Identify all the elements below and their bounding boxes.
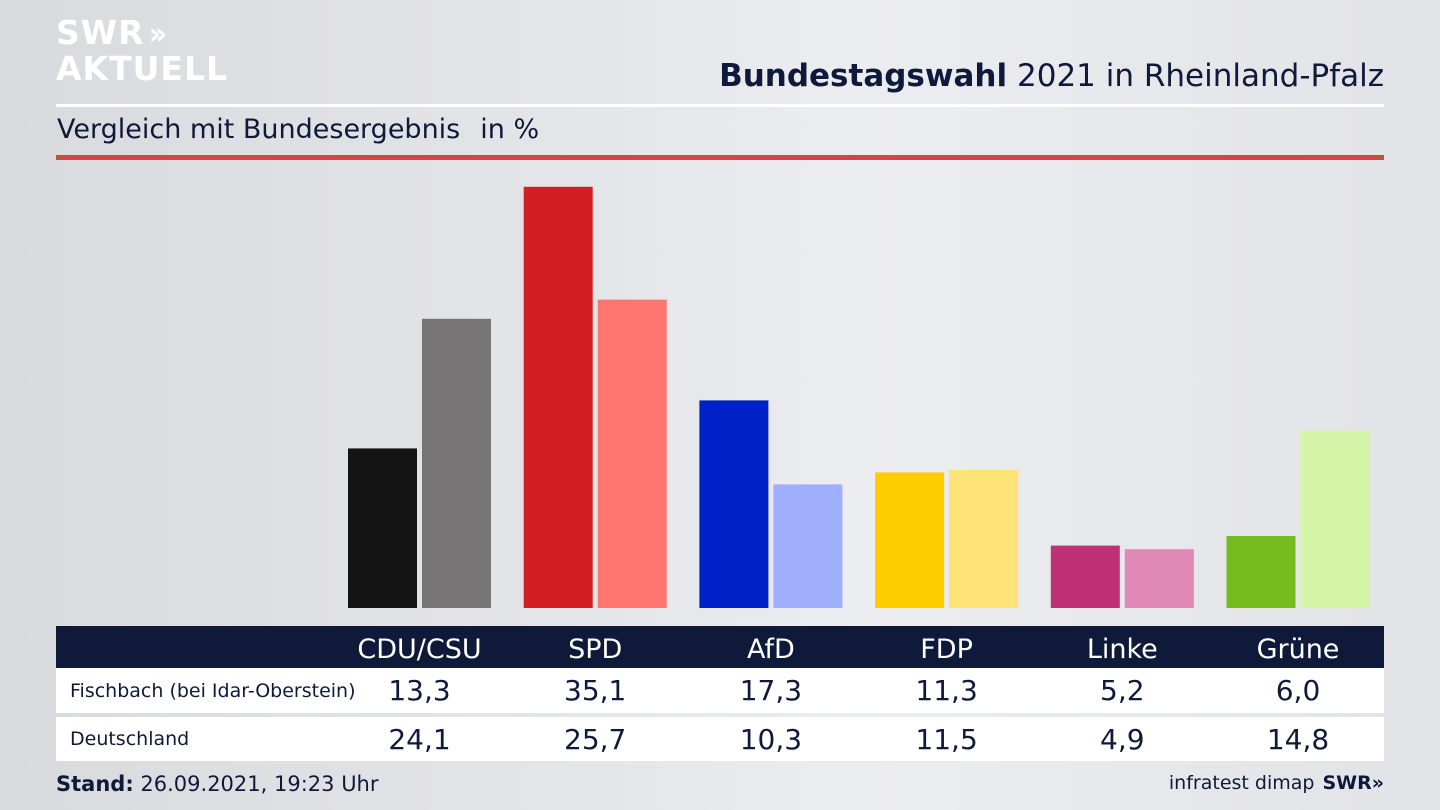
bar-linke-local xyxy=(1050,545,1120,608)
title-divider xyxy=(56,104,1384,107)
results-table: CDU/CSU SPD AfD FDP Linke Grüne Fischbach (be… xyxy=(56,626,1384,761)
table-row: Fischbach (bei Idar-Oberstein) 13,3 35,1 1… xyxy=(56,668,1384,713)
table-cell: 10,3 xyxy=(739,722,803,756)
page-title: Bundestagswahl 2021 in Rheinland-Pfalz xyxy=(719,58,1384,94)
table-cell: 5,2 xyxy=(1100,674,1145,707)
bar-cdu-csu-national xyxy=(422,318,491,608)
table-row: Deutschland 24,1 25,7 10,3 11,5 4,9 14,8 xyxy=(56,717,1384,761)
title-rest: 2021 in Rheinland-Pfalz xyxy=(1017,58,1384,94)
row-label: Fischbach (bei Idar-Oberstein) xyxy=(70,679,356,702)
bar-spd-local xyxy=(523,186,593,609)
stand-label: Stand: xyxy=(56,772,134,796)
bar-afd-national xyxy=(773,484,843,608)
column-header: Grüne xyxy=(1256,633,1340,665)
bar-gr-ne-national xyxy=(1300,430,1370,608)
source-text: infratest dimap xyxy=(1168,772,1315,794)
column-header: AfD xyxy=(746,633,795,665)
bar-afd-local xyxy=(699,400,769,608)
table-cell: 35,1 xyxy=(564,674,627,707)
table-cell: 11,3 xyxy=(915,674,978,707)
column-header: SPD xyxy=(568,633,623,665)
column-header: FDP xyxy=(920,633,973,665)
subtitle-divider xyxy=(56,155,1384,160)
bar-fdp-local xyxy=(875,472,945,608)
table-cell: 4,9 xyxy=(1100,722,1145,756)
swr-small-logo: SWR» xyxy=(1322,772,1384,794)
stand-value: 26.09.2021, 19:23 Uhr xyxy=(140,772,379,796)
table-cell: 6,0 xyxy=(1275,674,1321,707)
timestamp: Stand: 26.09.2021, 19:23 Uhr xyxy=(56,772,379,796)
swr-aktuell-logo: SWR ›› AKTUELL xyxy=(56,16,228,86)
table-cell: 14,8 xyxy=(1266,722,1330,756)
bar-spd-national xyxy=(597,299,667,608)
title-bold: Bundestagswahl xyxy=(719,58,1008,94)
table-cell: 25,7 xyxy=(564,722,627,756)
bar-chart xyxy=(348,186,1370,609)
table-header: CDU/CSU SPD AfD FDP Linke Grüne xyxy=(56,626,1384,668)
subtitle-text: Vergleich mit Bundesergebnis xyxy=(57,114,461,145)
table-cell: 24,1 xyxy=(388,722,451,756)
column-header: CDU/CSU xyxy=(357,633,482,665)
bar-fdp-national xyxy=(949,470,1019,608)
unit-label: in % xyxy=(480,114,540,145)
source-credit: infratest dimap SWR» xyxy=(1169,772,1384,794)
logo-line2: AKTUELL xyxy=(56,49,229,88)
bar-gr-ne-local xyxy=(1226,536,1296,608)
bar-linke-national xyxy=(1124,549,1194,608)
logo-line1: SWR xyxy=(56,13,145,52)
bar-cdu-csu-local xyxy=(348,448,417,608)
table-cell: 17,3 xyxy=(739,674,803,707)
chart-subtitle: Vergleich mit Bundesergebnis in % xyxy=(57,114,539,145)
row-label: Deutschland xyxy=(70,728,190,750)
table-cell: 11,5 xyxy=(915,722,978,756)
column-header: Linke xyxy=(1086,633,1158,665)
table-cell: 13,3 xyxy=(388,674,451,707)
